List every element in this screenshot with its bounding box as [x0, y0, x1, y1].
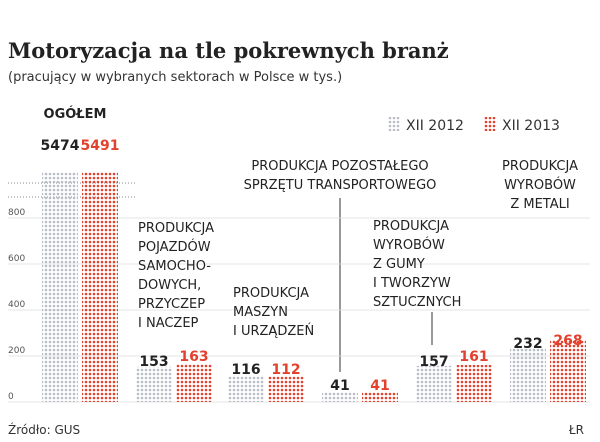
value-label: 5474: [41, 138, 80, 154]
y-tick-label: 400: [8, 300, 25, 310]
category-label: PRODUKCJA POZOSTAŁEGO: [251, 159, 428, 174]
y-tick-label: 600: [8, 254, 25, 264]
category-label: SZTUCZNYCH: [373, 295, 461, 310]
chart-title: Motoryzacja na tle pokrewnych branż: [8, 38, 449, 63]
bar: [322, 392, 358, 402]
plot-area: [42, 172, 586, 403]
category-label: Z METALI: [510, 197, 569, 212]
bar: [510, 348, 546, 402]
bar: [136, 366, 172, 402]
category-label: MASZYN: [233, 305, 288, 320]
value-label: 161: [459, 349, 488, 365]
bar: [362, 392, 398, 402]
legend-label: XII 2013: [502, 118, 560, 134]
value-label: 41: [370, 378, 389, 394]
bar: [42, 172, 78, 402]
value-label: 232: [513, 336, 542, 352]
value-label: 163: [179, 349, 208, 365]
category-label: SPRZĘTU TRANSPORTOWEGO: [244, 178, 437, 193]
chart-subtitle: (pracujący w wybranych sektorach w Polsc…: [8, 70, 342, 85]
bar: [550, 340, 586, 402]
category-label: I URZĄDZEŃ: [233, 323, 314, 339]
y-tick-label: 800: [8, 208, 25, 218]
bar: [456, 364, 492, 402]
source: Źródło: GUS: [8, 422, 80, 437]
legend-swatch: [484, 117, 496, 131]
category-label: WYROBÓW: [373, 237, 445, 253]
value-label: 116: [231, 362, 260, 378]
legend-label: XII 2012: [406, 118, 464, 134]
value-label: 268: [553, 333, 582, 349]
bar: [82, 172, 118, 403]
value-label: 157: [419, 354, 448, 370]
value-label: 41: [330, 378, 349, 394]
category-label: I TWORZYW: [373, 276, 451, 291]
category-label: OGÓŁEM: [44, 106, 107, 122]
value-label: 5491: [81, 138, 120, 154]
category-label: PRODUKCJA: [502, 159, 578, 174]
y-tick-label: 200: [8, 346, 25, 356]
category-label: PRODUKCJA: [373, 219, 449, 234]
value-label: 153: [139, 354, 168, 370]
category-label: PRODUKCJA: [138, 221, 214, 236]
bar: [176, 364, 212, 402]
legend-swatch: [388, 117, 400, 131]
category-label: I NACZEP: [138, 316, 199, 331]
credit: ŁR: [568, 423, 584, 437]
category-label: PRODUKCJA: [233, 286, 309, 301]
category-label: DOWYCH,: [138, 278, 201, 293]
category-label: WYROBÓW: [504, 177, 576, 193]
value-label: 112: [271, 362, 300, 378]
category-label: PRZYCZEP: [138, 297, 205, 312]
category-label: Z GUMY: [373, 257, 425, 272]
bar: [228, 375, 264, 402]
y-tick-label: 0: [8, 392, 14, 402]
bar: [416, 365, 452, 402]
category-label: POJAZDÓW: [138, 239, 211, 255]
bar: [268, 376, 304, 402]
category-label: SAMOCHO-: [138, 259, 211, 274]
